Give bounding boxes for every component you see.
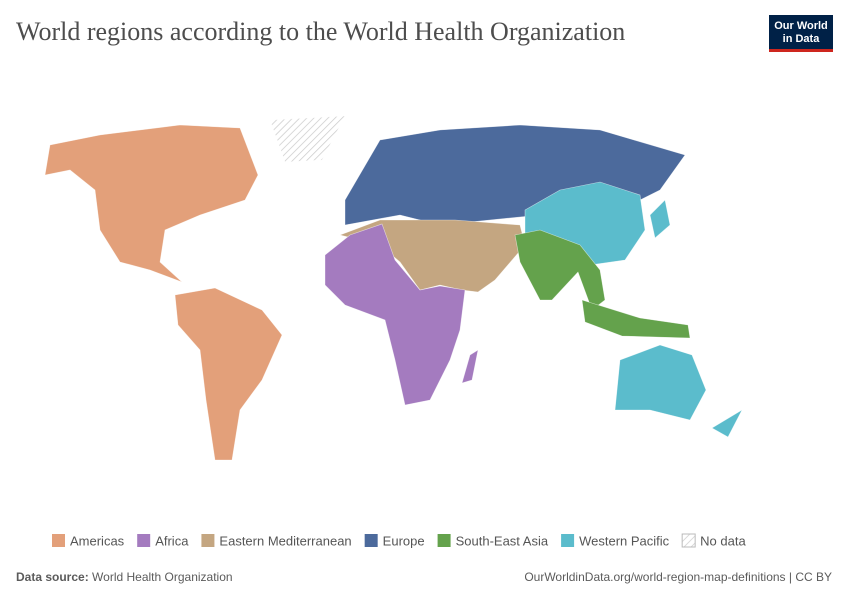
legend-swatch bbox=[561, 534, 575, 547]
source-label: Data source: bbox=[16, 570, 89, 584]
legend-label: Eastern Mediterranean bbox=[219, 534, 351, 549]
logo-underline bbox=[769, 49, 833, 52]
legend-label: Europe bbox=[383, 534, 425, 549]
legend-label: Western Pacific bbox=[579, 534, 670, 549]
legend: Americas Africa Eastern Mediterranean Europ… bbox=[52, 533, 746, 549]
new-zealand bbox=[711, 409, 743, 438]
legend-swatch bbox=[437, 534, 451, 547]
source: World Health Organization bbox=[92, 570, 233, 584]
logo: Our World in Data bbox=[769, 15, 833, 52]
legend-label: South-East Asia bbox=[456, 534, 549, 549]
legend-swatch bbox=[52, 534, 65, 547]
footer-url: OurWorldinData.org/world-region-map-defi… bbox=[524, 570, 832, 584]
australia bbox=[614, 344, 707, 421]
greenland bbox=[269, 115, 346, 163]
japan bbox=[649, 199, 671, 239]
madagascar bbox=[461, 349, 479, 384]
indonesia bbox=[581, 299, 691, 339]
title: World regions according to the World Hea… bbox=[16, 17, 625, 46]
logo-text: in Data bbox=[783, 33, 821, 45]
world-map bbox=[44, 115, 743, 461]
legend-swatch bbox=[137, 534, 151, 547]
logo-text: Our World bbox=[774, 20, 828, 32]
legend-swatch bbox=[681, 533, 696, 548]
legend-label: No data bbox=[700, 534, 746, 549]
logo-box bbox=[769, 15, 833, 49]
legend-label: Africa bbox=[155, 534, 189, 549]
legend-swatch bbox=[364, 534, 378, 547]
legend-swatch bbox=[201, 534, 215, 547]
africa bbox=[324, 223, 466, 406]
legend-label: Americas bbox=[70, 534, 125, 549]
footer-source: Data source: World Health Organization bbox=[16, 570, 233, 584]
north-america bbox=[44, 124, 259, 283]
south-america bbox=[174, 287, 283, 461]
